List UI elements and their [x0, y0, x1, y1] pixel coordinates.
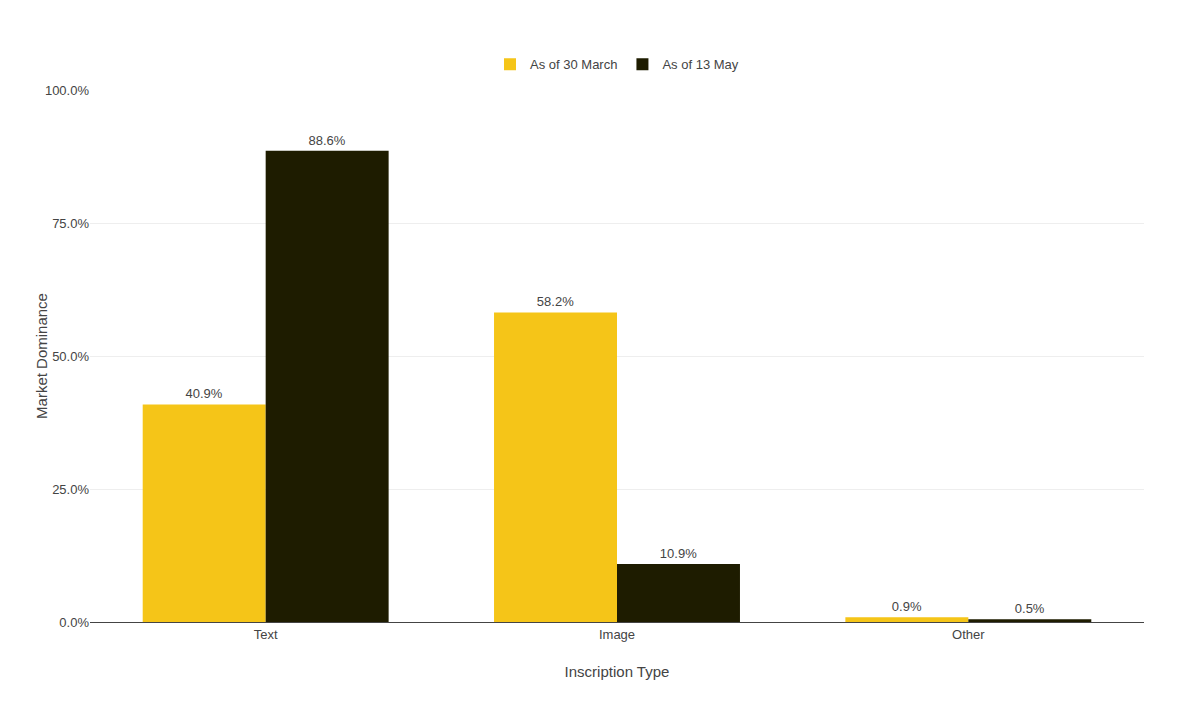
svg-text:40.9%: 40.9% — [186, 386, 223, 401]
svg-text:Text: Text — [254, 627, 278, 642]
svg-text:As of 30 March: As of 30 March — [530, 57, 617, 72]
svg-text:58.2%: 58.2% — [537, 294, 574, 309]
svg-text:25.0%: 25.0% — [52, 482, 89, 497]
svg-text:75.0%: 75.0% — [52, 216, 89, 231]
svg-text:10.9%: 10.9% — [660, 546, 697, 561]
svg-text:0.5%: 0.5% — [1015, 601, 1045, 616]
svg-text:Image: Image — [599, 627, 635, 642]
svg-text:100.0%: 100.0% — [45, 83, 90, 98]
svg-text:88.6%: 88.6% — [308, 133, 345, 148]
svg-text:Inscription Type: Inscription Type — [565, 663, 670, 680]
svg-text:0.0%: 0.0% — [59, 615, 89, 630]
svg-text:0.9%: 0.9% — [892, 599, 922, 614]
svg-text:Other: Other — [952, 627, 985, 642]
svg-text:Market Dominance: Market Dominance — [33, 293, 50, 419]
svg-text:As of 13 May: As of 13 May — [662, 57, 738, 72]
svg-text:50.0%: 50.0% — [52, 349, 89, 364]
